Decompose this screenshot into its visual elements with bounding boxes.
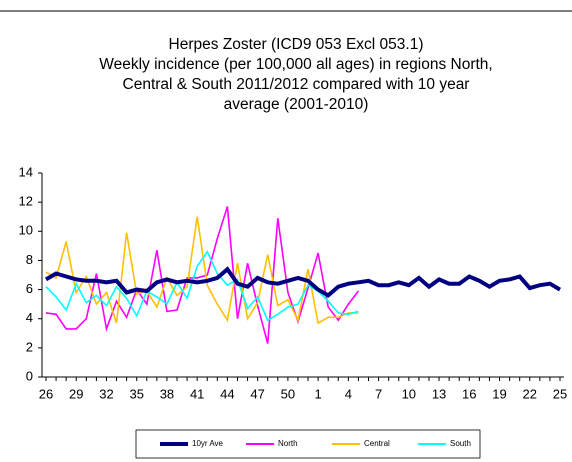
x-tick-label: 19 [492,386,506,401]
x-tick-label: 25 [553,386,567,401]
legend-label: Central [364,439,390,448]
x-tick-label: 10 [402,386,416,401]
legend-label: 10yr Ave [192,439,224,448]
chart-title: average (2001-2010) [224,96,369,113]
x-tick-label: 35 [129,386,143,401]
y-tick-label: 10 [19,223,33,238]
x-tick-label: 38 [160,386,174,401]
y-tick-label: 2 [26,339,33,354]
x-tick-label: 4 [345,386,352,401]
x-tick-label: 7 [375,386,382,401]
y-tick-label: 0 [26,368,33,383]
y-tick-label: 14 [19,164,33,179]
x-tick-label: 26 [39,386,53,401]
y-tick-label: 12 [19,194,33,209]
x-tick-label: 1 [315,386,322,401]
y-tick-label: 8 [26,252,33,267]
chart-title: Herpes Zoster (ICD9 053 Excl 053.1) [169,36,424,53]
x-tick-label: 47 [250,386,264,401]
chart-title: Central & South 2011/2012 compared with … [123,76,470,93]
x-tick-label: 22 [523,386,537,401]
x-tick-label: 29 [69,386,83,401]
series-line [44,266,562,298]
y-tick-label: 4 [26,310,33,325]
chart-title: Weekly incidence (per 100,000 all ages) … [99,56,492,73]
x-tick-label: 32 [99,386,113,401]
x-tick-label: 44 [220,386,234,401]
x-tick-label: 41 [190,386,204,401]
legend-label: South [450,439,471,448]
series-line [45,216,359,325]
x-tick-label: 16 [462,386,476,401]
x-tick-label: 50 [281,386,295,401]
legend-label: North [278,439,298,448]
y-tick-label: 6 [26,281,33,296]
series-line [45,206,360,344]
series-line [45,250,359,322]
x-tick-label: 13 [432,386,446,401]
